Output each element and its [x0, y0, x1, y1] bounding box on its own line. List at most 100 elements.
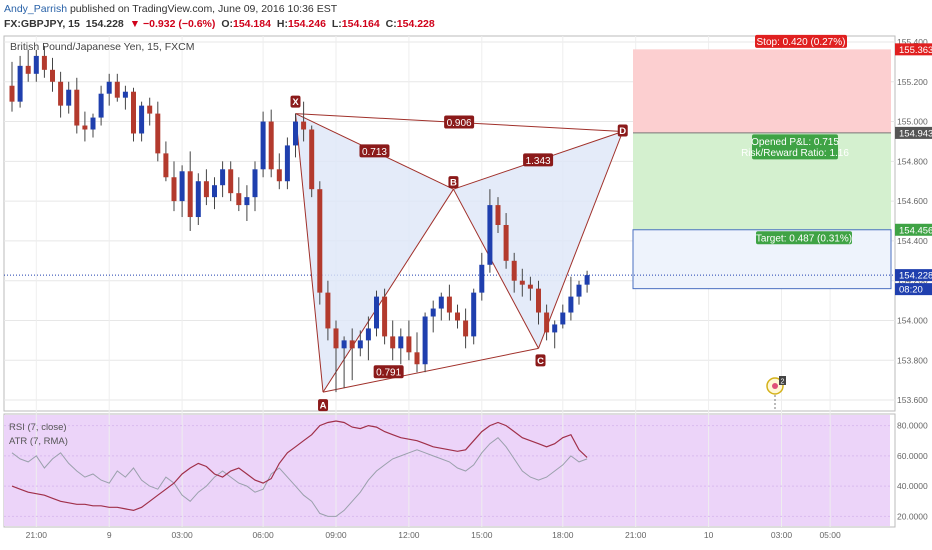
candle-body — [438, 296, 444, 309]
candle-body — [519, 280, 525, 285]
author-link[interactable]: Andy_Parrish — [4, 3, 67, 15]
ratio-label: 0.791 — [376, 368, 401, 379]
candle-body — [430, 308, 436, 317]
price-tick: 155.400 — [897, 37, 928, 47]
candle-body — [471, 292, 477, 337]
candle-body — [122, 91, 128, 98]
pnl-label-box — [752, 134, 838, 160]
stop-label-box — [755, 34, 847, 48]
rsi-tick: 80.0000 — [897, 421, 928, 431]
candle-body — [25, 65, 31, 74]
price-tag-text: 08:20 — [899, 285, 923, 296]
candle-body — [414, 352, 420, 365]
rsi-background — [4, 415, 890, 526]
ratio-label: 0.906 — [447, 118, 472, 129]
candle-body — [147, 105, 153, 114]
candle-body — [90, 117, 96, 130]
candle-body — [220, 169, 226, 186]
pattern-point-label: D — [619, 126, 626, 137]
candle-body — [495, 205, 501, 225]
open-label: O: — [221, 18, 233, 30]
candle-body — [487, 205, 493, 265]
candle-body — [228, 169, 234, 194]
price-tag — [895, 283, 932, 296]
ratio-badge — [444, 115, 475, 129]
time-axis[interactable]: 21:00 9 03:00 06:00 09:00 12:00 15:00 18:00 21:0… — [26, 530, 841, 540]
candle-body — [98, 93, 104, 118]
close-label: C: — [386, 18, 397, 30]
price-tag — [895, 43, 932, 56]
rsi-tick: 60.0000 — [897, 451, 928, 461]
candle-body — [252, 169, 258, 198]
candle-body — [195, 181, 201, 218]
candle-body — [74, 89, 80, 126]
candle-body — [536, 288, 541, 313]
price-tick: 153.600 — [897, 395, 928, 405]
candle-body — [139, 105, 145, 134]
price-tick: 154.400 — [897, 236, 928, 246]
price-axis[interactable]: 155.400 155.200 155.000 154.800 154.600 154.4… — [895, 37, 932, 521]
high-label: H: — [277, 18, 288, 30]
alert-marker[interactable]: 2 — [766, 376, 786, 410]
high-value: 154.246 — [288, 18, 326, 30]
candle-body — [9, 85, 15, 102]
candle-body — [236, 193, 242, 206]
stop-zone — [633, 49, 891, 133]
candle-body — [317, 189, 323, 293]
price-tag — [895, 223, 932, 236]
time-tick: 9 — [107, 530, 112, 540]
header: Andy_Parrish published on TradingView.co… — [4, 3, 435, 30]
candle-body — [301, 121, 307, 130]
time-tick: 12:00 — [398, 530, 420, 540]
rsi-line — [11, 420, 588, 512]
candle-body — [131, 91, 136, 134]
candle-body — [406, 336, 412, 353]
published-text: published on TradingView.com, June 09, 2… — [70, 3, 338, 15]
pattern-triangle-xab — [295, 113, 454, 393]
candle-body — [455, 312, 460, 321]
candle-body — [568, 296, 574, 313]
candle-body — [463, 320, 469, 337]
pattern-point-badge — [617, 124, 628, 137]
candle-body — [276, 169, 282, 182]
candle-body — [114, 81, 120, 98]
main-pane-frame — [3, 35, 896, 412]
candle-body — [398, 336, 404, 349]
rsi-label: RSI (7, close) — [9, 422, 67, 433]
price-tag — [895, 269, 932, 282]
time-tick: 09:00 — [325, 530, 347, 540]
alert-dot — [772, 383, 778, 389]
candle-body — [365, 328, 371, 341]
pattern-leg-ab — [322, 188, 454, 393]
candle-body — [260, 121, 266, 170]
pattern-point-badge — [290, 95, 301, 108]
candle-body — [58, 81, 64, 106]
candle-body — [544, 312, 550, 333]
candle-body — [333, 328, 339, 349]
candle-body — [390, 336, 396, 349]
pattern-leg-ac — [322, 347, 539, 393]
candle-body — [479, 264, 485, 293]
ratio-badge — [373, 365, 404, 379]
time-tick: 03:00 — [171, 530, 193, 540]
flag-icon — [779, 376, 786, 385]
svg-text:FX:GBPJPY, 15 154.228: FX:GBPJPY, 15 154.228 ▼ −0.932 (−0.6%) O… — [4, 18, 435, 30]
time-tick: 18:00 — [552, 530, 574, 540]
price-tag-text: 154.943 — [899, 128, 932, 139]
price-tick: 154.600 — [897, 196, 928, 206]
pnl-label-text: Risk/Reward Ratio: 1.16 — [741, 148, 849, 159]
candle-body — [187, 171, 193, 218]
pattern-labels: X A B C D 0.713 0.906 1.343 0.791 — [290, 95, 628, 412]
time-tick: 15:00 — [471, 530, 493, 540]
price-tag-text: 154.456 — [899, 225, 932, 236]
candle-body — [446, 296, 452, 313]
pattern-point-label: B — [450, 178, 457, 189]
candle-body — [179, 171, 185, 202]
ratio-label: 1.343 — [526, 156, 551, 167]
time-tick: 21:00 — [26, 530, 48, 540]
candle-body — [203, 181, 209, 198]
pattern-point-badge — [448, 176, 459, 189]
candle-body — [17, 65, 23, 102]
candle-body — [382, 296, 388, 337]
